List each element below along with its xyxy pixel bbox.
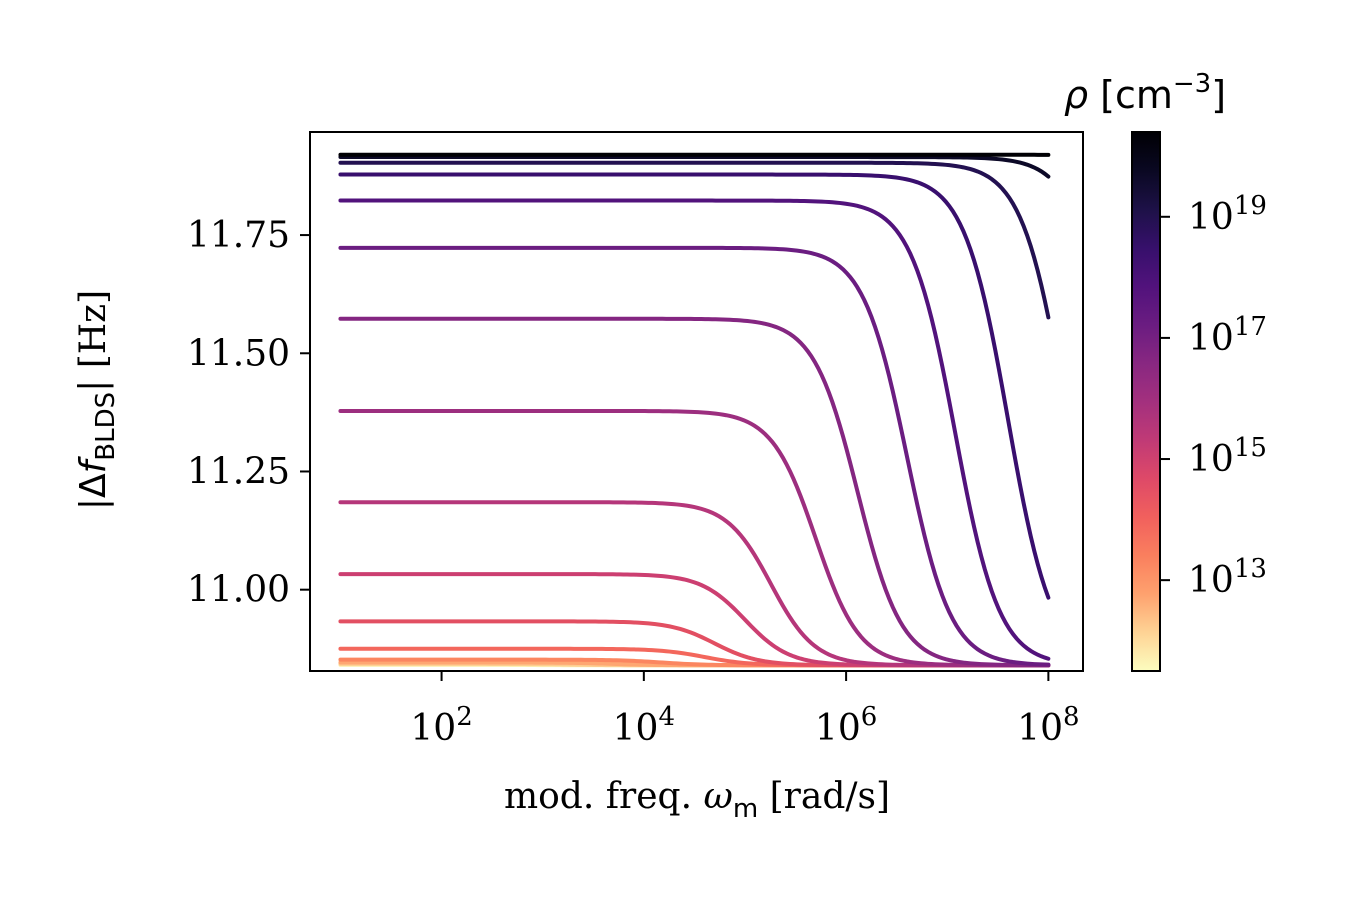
x-tick-label: 108 bbox=[1017, 702, 1079, 749]
x-tick-label-base: 10 bbox=[815, 708, 861, 749]
colorbar-tick-label-exp: 19 bbox=[1234, 191, 1267, 221]
colorbar-tick-label: 1019 bbox=[1188, 191, 1267, 238]
x-axis-label-unit: [rad/s] bbox=[758, 776, 890, 817]
x-tick-label: 102 bbox=[410, 702, 472, 749]
x-tick-label-exp: 2 bbox=[456, 702, 473, 732]
colorbar-gradient bbox=[1132, 132, 1160, 671]
colorbar-tick-label-exp: 17 bbox=[1234, 312, 1267, 342]
x-axis-label-main: mod. freq. bbox=[504, 776, 704, 817]
series-line-17.5 bbox=[338, 198, 1051, 661]
series-line-19 bbox=[338, 155, 1051, 179]
x-tick-label-base: 10 bbox=[613, 708, 659, 749]
x-tick-label-exp: 8 bbox=[1063, 702, 1080, 732]
colorbar-label: ρ [cm−3] bbox=[1064, 69, 1226, 117]
colorbar-frame bbox=[1131, 131, 1161, 672]
x-axis-ticks: 102 104 106 108 bbox=[410, 671, 1080, 749]
series-line-18.5 bbox=[338, 160, 1051, 320]
colorbar-tick-label-base: 10 bbox=[1188, 318, 1234, 359]
y-axis-label-close: | [Hz] bbox=[73, 290, 114, 392]
y-axis-label: |ΔfBLDS| [Hz] bbox=[73, 290, 121, 510]
colorbar-tick-label-exp: 15 bbox=[1234, 433, 1267, 463]
x-tick-label: 104 bbox=[613, 702, 675, 749]
colorbar-label-unit-open: [cm bbox=[1088, 73, 1173, 117]
colorbar-tick-label-base: 10 bbox=[1188, 439, 1234, 480]
y-axis-label-sub: BLDS bbox=[91, 392, 121, 461]
colorbar-tick-label-base: 10 bbox=[1188, 560, 1234, 601]
y-tick-label: 11.50 bbox=[187, 333, 290, 374]
colorbar-tick-label: 1015 bbox=[1188, 433, 1267, 480]
colorbar-label-unit-close: ] bbox=[1211, 73, 1226, 117]
y-axis-ticks: 11.00 11.25 11.50 11.75 bbox=[187, 215, 310, 611]
y-tick-label: 11.75 bbox=[187, 215, 290, 256]
series-line-18 bbox=[338, 172, 1051, 600]
y-axis-label-open: |Δ bbox=[73, 473, 114, 510]
y-tick-label: 11.25 bbox=[187, 451, 290, 492]
series-group bbox=[338, 152, 1051, 668]
x-tick-label: 106 bbox=[815, 702, 877, 749]
x-tick-label-base: 10 bbox=[410, 708, 456, 749]
colorbar-tick-label: 1017 bbox=[1188, 312, 1267, 359]
x-axis-label: mod. freq. ωm [rad/s] bbox=[504, 776, 890, 824]
colorbar-label-symbol: ρ bbox=[1064, 73, 1088, 117]
colorbar-tick-label: 1013 bbox=[1188, 554, 1267, 601]
x-axis-label-symbol: ω bbox=[703, 776, 732, 817]
colorbar-label-unit-exp: −3 bbox=[1173, 69, 1211, 99]
axes-frame bbox=[309, 131, 1084, 672]
x-axis-label-sub: m bbox=[733, 794, 758, 824]
x-tick-label-base: 10 bbox=[1017, 708, 1063, 749]
colorbar-tick-label-exp: 13 bbox=[1234, 554, 1267, 584]
series-line-16 bbox=[338, 408, 1051, 668]
series-line-17 bbox=[338, 245, 1051, 667]
series-line-16.5 bbox=[338, 316, 1051, 668]
x-tick-label-exp: 6 bbox=[861, 702, 878, 732]
colorbar-tick-label-base: 10 bbox=[1188, 197, 1234, 238]
plot-area bbox=[309, 131, 1084, 672]
y-tick-label: 11.00 bbox=[187, 570, 290, 611]
x-tick-label-exp: 4 bbox=[658, 702, 675, 732]
